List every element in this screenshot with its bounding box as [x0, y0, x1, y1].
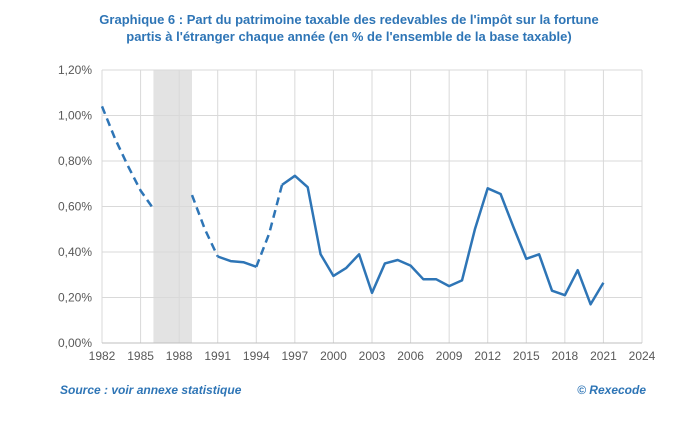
x-tick-label: 2012	[474, 349, 501, 363]
y-tick-label: 1,00%	[58, 109, 92, 123]
x-tick-label: 1985	[127, 349, 154, 363]
source-note: Source : voir annexe statistique	[60, 383, 242, 397]
x-tick-label: 1982	[89, 349, 116, 363]
x-tick-label: 2006	[397, 349, 424, 363]
y-tick-label: 0,00%	[58, 336, 92, 350]
x-tick-label: 2015	[513, 349, 540, 363]
y-tick-label: 1,20%	[58, 63, 92, 77]
series-line-solid-segment	[217, 255, 257, 268]
x-tick-label: 1994	[243, 349, 270, 363]
x-tick-label: 2024	[629, 349, 656, 363]
series-line-solid-segment	[281, 174, 605, 306]
x-tick-label: 2000	[320, 349, 347, 363]
y-tick-label: 0,80%	[58, 154, 92, 168]
series-line-dashed-segment	[100, 105, 155, 210]
series-line-dashed-segment	[255, 184, 284, 268]
y-tick-label: 0,40%	[58, 245, 92, 259]
series-line-dashed-segment	[190, 194, 219, 258]
x-tick-label: 1988	[166, 349, 193, 363]
copyright-note: © Rexecode	[577, 383, 646, 397]
chart-title-line-2: partis à l'étranger chaque année (en % d…	[126, 29, 572, 44]
y-tick-label: 0,20%	[58, 291, 92, 305]
x-tick-label: 2003	[359, 349, 386, 363]
x-tick-label: 1997	[282, 349, 309, 363]
x-tick-label: 2018	[552, 349, 579, 363]
chart-title-line-1: Graphique 6 : Part du patrimoine taxable…	[99, 12, 599, 27]
x-tick-label: 1991	[204, 349, 231, 363]
x-tick-label: 2021	[590, 349, 617, 363]
y-tick-label: 0,60%	[58, 200, 92, 214]
x-tick-label: 2009	[436, 349, 463, 363]
